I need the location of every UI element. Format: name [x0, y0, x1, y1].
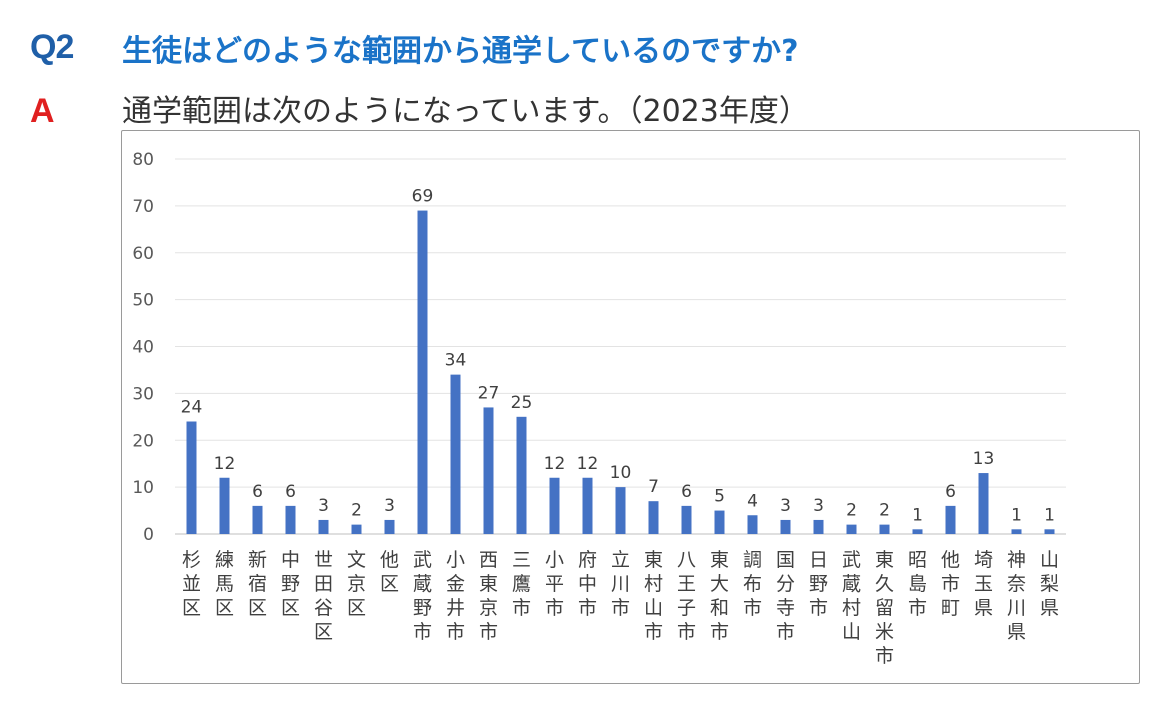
bar — [1011, 529, 1022, 534]
y-tick-label: 0 — [143, 525, 154, 545]
bar — [846, 524, 857, 534]
x-tick-label: 他市町 — [941, 549, 960, 619]
bar — [351, 524, 362, 534]
y-tick-label: 70 — [132, 197, 154, 217]
y-tick-label: 80 — [132, 150, 154, 170]
data-label: 34 — [445, 351, 467, 371]
x-tick-label: 府中市 — [578, 549, 597, 619]
y-tick-label: 30 — [132, 384, 154, 404]
x-tick-label: 埼玉県 — [974, 549, 993, 619]
bar — [384, 519, 395, 534]
data-label: 27 — [478, 383, 500, 403]
data-label: 2 — [846, 501, 857, 521]
x-tick-label: 八王子市 — [677, 549, 696, 643]
data-label: 5 — [714, 487, 725, 507]
data-label: 10 — [610, 463, 632, 483]
bar — [417, 210, 428, 534]
bar — [318, 519, 329, 534]
bar — [978, 473, 989, 534]
chart-frame — [121, 130, 1140, 684]
bar — [681, 505, 692, 534]
bar — [1044, 529, 1055, 534]
x-tick-label: 東久留米市 — [875, 549, 894, 667]
bar — [945, 505, 956, 534]
x-tick-label: 東大和市 — [710, 549, 729, 643]
x-tick-label: 東村山市 — [644, 549, 663, 643]
data-label: 3 — [780, 496, 791, 516]
data-label: 12 — [544, 454, 566, 474]
x-tick-label: 新宿区 — [248, 549, 267, 619]
y-tick-label: 20 — [132, 431, 154, 451]
data-label: 13 — [973, 449, 995, 469]
data-label: 7 — [648, 477, 659, 497]
bar — [879, 524, 890, 534]
data-label: 25 — [511, 393, 533, 413]
x-tick-label: 山梨県 — [1040, 549, 1059, 619]
x-tick-label: 中野区 — [281, 549, 300, 619]
data-label: 12 — [577, 454, 599, 474]
data-label: 3 — [318, 496, 329, 516]
data-label: 2 — [879, 501, 890, 521]
x-tick-label: 三鷹市 — [512, 549, 531, 619]
bar — [714, 510, 725, 534]
answer-text: 通学範囲は次のようになっています。（2023年度） — [122, 94, 809, 129]
bar — [747, 515, 758, 534]
question-label: Q2 — [30, 28, 74, 66]
bar — [483, 407, 494, 534]
data-label: 1 — [1011, 505, 1022, 525]
data-label: 2 — [351, 501, 362, 521]
x-tick-label: 小平市 — [545, 549, 564, 619]
bar — [252, 505, 263, 534]
data-label: 6 — [945, 482, 956, 502]
data-label: 69 — [412, 187, 434, 207]
x-tick-label: 昭島市 — [908, 549, 927, 619]
bar — [186, 421, 197, 534]
x-tick-label: 小金井市 — [446, 549, 465, 643]
x-tick-label: 他区 — [380, 549, 399, 595]
x-tick-label: 調布市 — [743, 549, 762, 619]
data-label: 6 — [252, 482, 263, 502]
data-label: 12 — [214, 454, 236, 474]
x-tick-label: 立川市 — [611, 549, 630, 619]
x-tick-label: 日野市 — [809, 549, 828, 619]
bar — [549, 477, 560, 534]
bar — [615, 487, 626, 534]
x-tick-label: 杉並区 — [182, 549, 201, 619]
answer-label: A — [30, 92, 55, 130]
x-tick-label: 国分寺市 — [776, 549, 795, 643]
bar — [780, 519, 791, 534]
y-tick-label: 10 — [132, 478, 154, 498]
data-label: 1 — [912, 505, 923, 525]
data-label: 6 — [285, 482, 296, 502]
x-tick-label: 神奈川県 — [1007, 549, 1026, 643]
x-tick-label: 練馬区 — [215, 549, 234, 619]
question-text: 生徒はどのような範囲から通学しているのですか? — [122, 34, 799, 69]
x-tick-label: 武蔵村山 — [842, 549, 861, 643]
bar — [813, 519, 824, 534]
bar-chart: 0102030405060708024杉並区12練馬区6新宿区6中野区3世田谷区… — [132, 150, 1066, 667]
bar — [285, 505, 296, 534]
bar — [450, 374, 461, 534]
bar — [648, 501, 659, 534]
y-tick-label: 40 — [132, 338, 154, 358]
data-label: 3 — [813, 496, 824, 516]
bar — [219, 477, 230, 534]
data-label: 6 — [681, 482, 692, 502]
bar — [516, 416, 527, 534]
x-tick-label: 世田谷区 — [314, 549, 333, 643]
data-label: 3 — [384, 496, 395, 516]
y-tick-label: 60 — [132, 244, 154, 264]
x-tick-label: 文京区 — [347, 549, 366, 619]
data-label: 1 — [1044, 505, 1055, 525]
data-label: 24 — [181, 398, 203, 418]
y-tick-label: 50 — [132, 291, 154, 311]
bar — [582, 477, 593, 534]
x-tick-label: 西東京市 — [479, 549, 498, 643]
bar — [912, 529, 923, 534]
data-label: 4 — [747, 491, 758, 511]
x-tick-label: 武蔵野市 — [413, 549, 432, 643]
